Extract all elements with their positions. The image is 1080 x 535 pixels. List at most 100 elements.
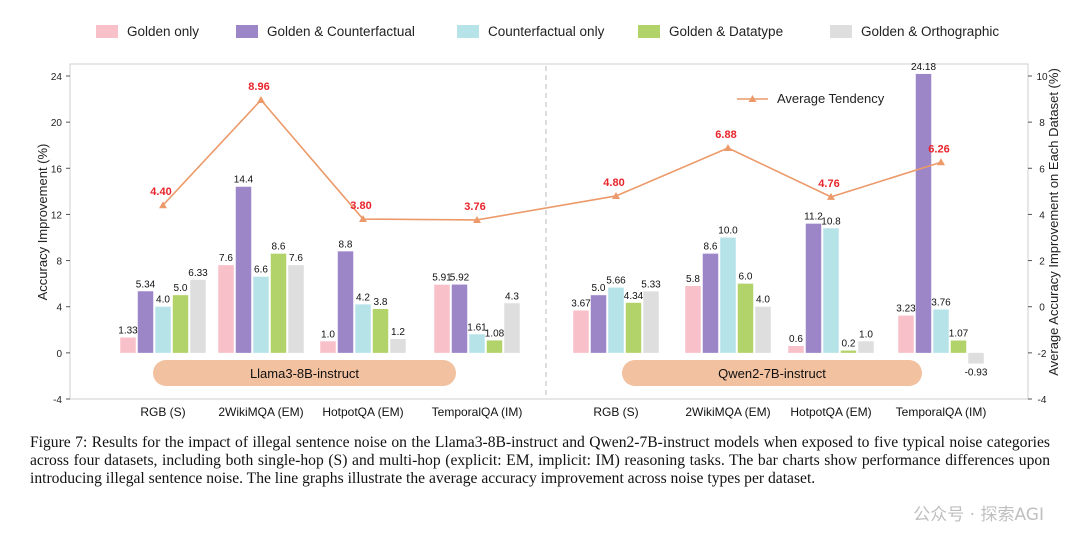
bar <box>288 265 304 353</box>
bar-value-label: 1.61 <box>467 322 487 333</box>
bar <box>235 186 252 353</box>
bar <box>858 341 874 353</box>
legend-swatch <box>830 25 852 38</box>
bar <box>608 287 624 353</box>
bar <box>625 302 642 353</box>
bar <box>486 340 503 353</box>
average-marker <box>724 143 732 151</box>
bar-value-label: 8.8 <box>339 239 353 250</box>
bar-value-label: 1.08 <box>485 328 505 339</box>
bar <box>469 334 485 353</box>
bar-value-label: 4.0 <box>156 295 170 306</box>
bar-value-label: 10.0 <box>718 226 738 237</box>
bar <box>451 284 468 353</box>
average-tendency-line <box>162 98 942 221</box>
bar <box>190 279 206 353</box>
average-value-label: 4.40 <box>150 186 171 198</box>
average-marker <box>257 95 265 103</box>
bar-value-label: 1.33 <box>118 326 138 337</box>
bar-value-label: 3.23 <box>896 304 916 315</box>
y-right-tick-label: 6 <box>1039 164 1045 175</box>
bar-value-label: 5.33 <box>641 279 661 290</box>
bar-value-label: 5.8 <box>686 274 700 285</box>
bar-value-label: 10.8 <box>821 216 841 227</box>
line-legend-label: Average Tendency <box>777 91 885 106</box>
average-value-label: 6.88 <box>715 129 736 141</box>
bar-value-label: 24.18 <box>911 62 936 73</box>
bar-value-label: 1.2 <box>391 327 405 338</box>
y-right-tick-label: 4 <box>1039 210 1045 221</box>
bar <box>218 265 234 353</box>
bar-value-label: 5.0 <box>174 283 188 294</box>
bar <box>720 237 736 353</box>
bar-value-label: 11.2 <box>804 212 823 223</box>
bar-value-label: 3.67 <box>571 299 591 310</box>
average-value-label: 3.80 <box>350 200 371 212</box>
x-tick-label: TemporalQA (IM) <box>432 405 523 419</box>
model-label-pill <box>153 360 456 386</box>
average-value-label: 6.26 <box>928 143 949 155</box>
bar <box>253 276 269 353</box>
bar-value-label: 6.33 <box>188 268 208 279</box>
average-marker <box>159 201 167 209</box>
bar <box>270 253 287 353</box>
bar-value-label: 1.07 <box>949 329 969 340</box>
y-right-tick-label: -2 <box>1038 349 1047 360</box>
legend-label: Golden & Counterfactual <box>267 24 415 39</box>
bar-value-label: 8.6 <box>272 242 286 253</box>
x-tick-label: 2WikiMQA (EM) <box>685 405 770 419</box>
bar <box>702 253 719 353</box>
watermark: 公众号 · 探索AGI <box>913 505 1044 525</box>
bar-value-label: 5.92 <box>450 273 470 284</box>
bar-value-label: 5.66 <box>606 276 626 287</box>
legend-swatch <box>638 25 660 38</box>
average-marker <box>612 191 620 199</box>
x-tick-label: 2WikiMQA (EM) <box>218 405 303 419</box>
x-tick-label: RGB (S) <box>593 405 638 419</box>
bar-value-label: 3.8 <box>374 297 388 308</box>
y-right-tick-label: 8 <box>1039 118 1045 129</box>
y-right-tick-label: 0 <box>1039 303 1045 314</box>
bar <box>805 223 822 353</box>
bar <box>915 73 932 353</box>
model-label: Qwen2-7B-instruct <box>718 366 826 381</box>
bar <box>355 304 371 353</box>
bar-value-label: 5.34 <box>136 279 156 290</box>
bar <box>788 345 804 353</box>
bar <box>120 337 136 353</box>
y-tick-label: 0 <box>56 349 62 360</box>
figure-caption: Figure 7: Results for the impact of ille… <box>30 434 1050 487</box>
plot-frame <box>69 63 1029 400</box>
bar <box>155 306 171 353</box>
legend-label: Golden only <box>127 24 199 39</box>
legend-swatch <box>96 25 118 38</box>
bar-value-label: 3.76 <box>931 297 951 308</box>
bar <box>590 295 607 353</box>
y-tick-label: 16 <box>51 164 63 175</box>
bar <box>685 285 701 353</box>
average-marker <box>827 192 835 200</box>
bar-value-label: 6.6 <box>254 265 268 276</box>
bar <box>840 350 857 353</box>
bar-value-label: 14.4 <box>234 175 254 186</box>
bar <box>898 315 914 353</box>
model-label: Llama3-8B-instruct <box>250 366 359 381</box>
bar-value-label: 4.34 <box>624 291 644 302</box>
bar <box>172 295 189 353</box>
y-right-tick-label: 10 <box>1036 72 1048 83</box>
bar <box>755 306 771 353</box>
bar <box>504 303 520 353</box>
legend-swatch <box>236 25 258 38</box>
line-legend-marker <box>748 95 757 102</box>
average-value-label: 8.96 <box>248 81 269 93</box>
legend-swatch <box>457 25 479 38</box>
bar <box>434 284 450 353</box>
bar <box>737 283 754 353</box>
x-tick-label: TemporalQA (IM) <box>896 405 987 419</box>
bar-value-label: 1.0 <box>859 329 873 340</box>
bar <box>823 228 839 353</box>
bar-value-label: 5.91 <box>432 273 452 284</box>
y-tick-label: 20 <box>51 118 63 129</box>
legend-label: Golden & Datatype <box>669 24 783 39</box>
